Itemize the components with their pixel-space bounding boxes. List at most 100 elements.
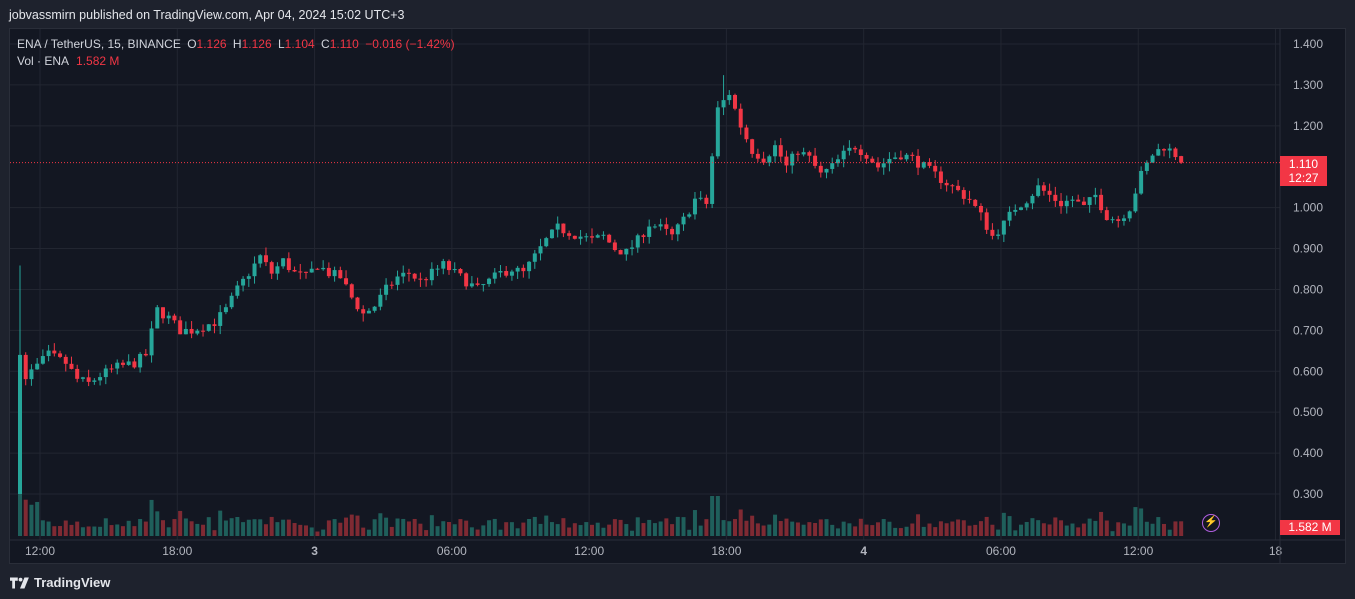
volume-bar <box>1059 520 1064 536</box>
volume-bar <box>429 515 434 536</box>
volume-bar <box>138 519 143 536</box>
tradingview-brand: TradingView <box>34 575 111 590</box>
candle-body <box>120 362 125 365</box>
candle-body <box>321 267 326 270</box>
volume-bar <box>18 494 22 536</box>
candle-body <box>578 236 583 239</box>
candle-body <box>1150 155 1155 163</box>
candle-body <box>1099 194 1104 211</box>
volume-bar <box>1150 523 1155 536</box>
volume-bar <box>292 523 297 536</box>
candle-body <box>1013 209 1018 212</box>
candle-body <box>876 162 880 168</box>
tradingview-logo[interactable]: TradingView <box>10 575 110 590</box>
candle-body <box>801 152 806 155</box>
candle-body <box>155 307 160 329</box>
y-tick-label: 1.200 <box>1293 119 1323 133</box>
volume-bar <box>938 521 943 536</box>
candle-body <box>698 197 703 199</box>
volume-bar <box>338 522 343 536</box>
volume-bar <box>275 522 280 536</box>
candle-body <box>1133 193 1138 212</box>
y-tick-label: 1.000 <box>1293 201 1323 215</box>
volume-bar <box>492 518 497 536</box>
candle-body <box>738 108 743 128</box>
candle-body <box>1059 200 1064 207</box>
candle-body <box>344 278 349 285</box>
candle-body <box>29 369 34 380</box>
volume-bar <box>366 529 371 536</box>
volume-bar <box>309 527 314 536</box>
volume-bar <box>504 522 509 536</box>
last-price-tag: 1.110 12:27 <box>1280 156 1327 186</box>
volume-value: 1.582 M <box>76 54 120 68</box>
candle-body <box>956 185 961 191</box>
volume-bar <box>126 520 131 536</box>
volume-bar <box>424 530 429 536</box>
volume-bar <box>692 510 697 536</box>
candle-body <box>149 328 154 356</box>
volume-bar <box>870 525 875 536</box>
x-tick-label: 12:00 <box>574 544 604 558</box>
volume-bar <box>984 516 989 536</box>
volume-bar <box>332 519 337 536</box>
candle-body <box>881 163 886 168</box>
volume-bar <box>1116 522 1121 536</box>
x-tick-label: 18:00 <box>711 544 741 558</box>
volume-bar <box>813 523 818 536</box>
volume-bar <box>527 518 532 536</box>
volume-bar <box>876 522 880 536</box>
candle-body <box>212 324 217 326</box>
candle-body <box>40 356 45 364</box>
candle-body <box>910 154 915 156</box>
volume-bar <box>1070 523 1075 536</box>
candle-body <box>326 267 331 277</box>
candle-body <box>1001 220 1006 235</box>
candle-body <box>1144 162 1149 171</box>
volume-bar <box>807 522 812 536</box>
volume-bar <box>841 521 846 536</box>
candle-body <box>1076 199 1081 202</box>
volume-bar <box>23 499 28 536</box>
candle-body <box>52 350 57 354</box>
volume-bar <box>406 521 411 536</box>
candle-body <box>509 271 514 276</box>
candle-body <box>92 380 97 382</box>
candle-body <box>229 295 234 308</box>
candle-body <box>692 198 697 215</box>
candle-body <box>487 278 492 285</box>
candle-body <box>1007 211 1012 221</box>
candle-body <box>864 154 869 159</box>
candle-body <box>355 297 360 310</box>
volume-bar <box>847 523 852 536</box>
candle-body <box>309 268 314 273</box>
candle-body <box>624 248 629 255</box>
volume-bar <box>1162 523 1166 536</box>
lightning-icon[interactable]: ⚡ <box>1202 514 1220 532</box>
candle-body <box>1081 201 1086 205</box>
volume-bar <box>252 519 257 536</box>
candle-body <box>664 224 669 229</box>
candle-body <box>618 250 623 255</box>
candle-body <box>1121 218 1126 221</box>
volume-bar <box>1093 520 1098 536</box>
volume-bar <box>212 530 217 536</box>
y-tick-label: 0.300 <box>1293 487 1323 501</box>
volume-bar <box>590 524 594 536</box>
volume-bar <box>103 518 108 536</box>
volume-tag: 1.582 M <box>1280 520 1340 535</box>
volume-label[interactable]: Vol · ENA <box>17 54 70 68</box>
candle-body <box>532 253 537 262</box>
volume-bar <box>35 501 40 536</box>
x-tick-label: 3 <box>311 544 318 558</box>
volume-bar <box>1047 524 1052 536</box>
candle-body <box>721 100 726 108</box>
volume-bar <box>767 524 772 536</box>
candle-body <box>452 269 457 271</box>
volume-bar <box>52 526 57 536</box>
candle-body <box>1019 207 1023 210</box>
candle-body <box>58 353 63 357</box>
candle-body <box>366 310 371 314</box>
symbol-label[interactable]: ENA / TetherUS, 15, BINANCE <box>17 37 181 51</box>
